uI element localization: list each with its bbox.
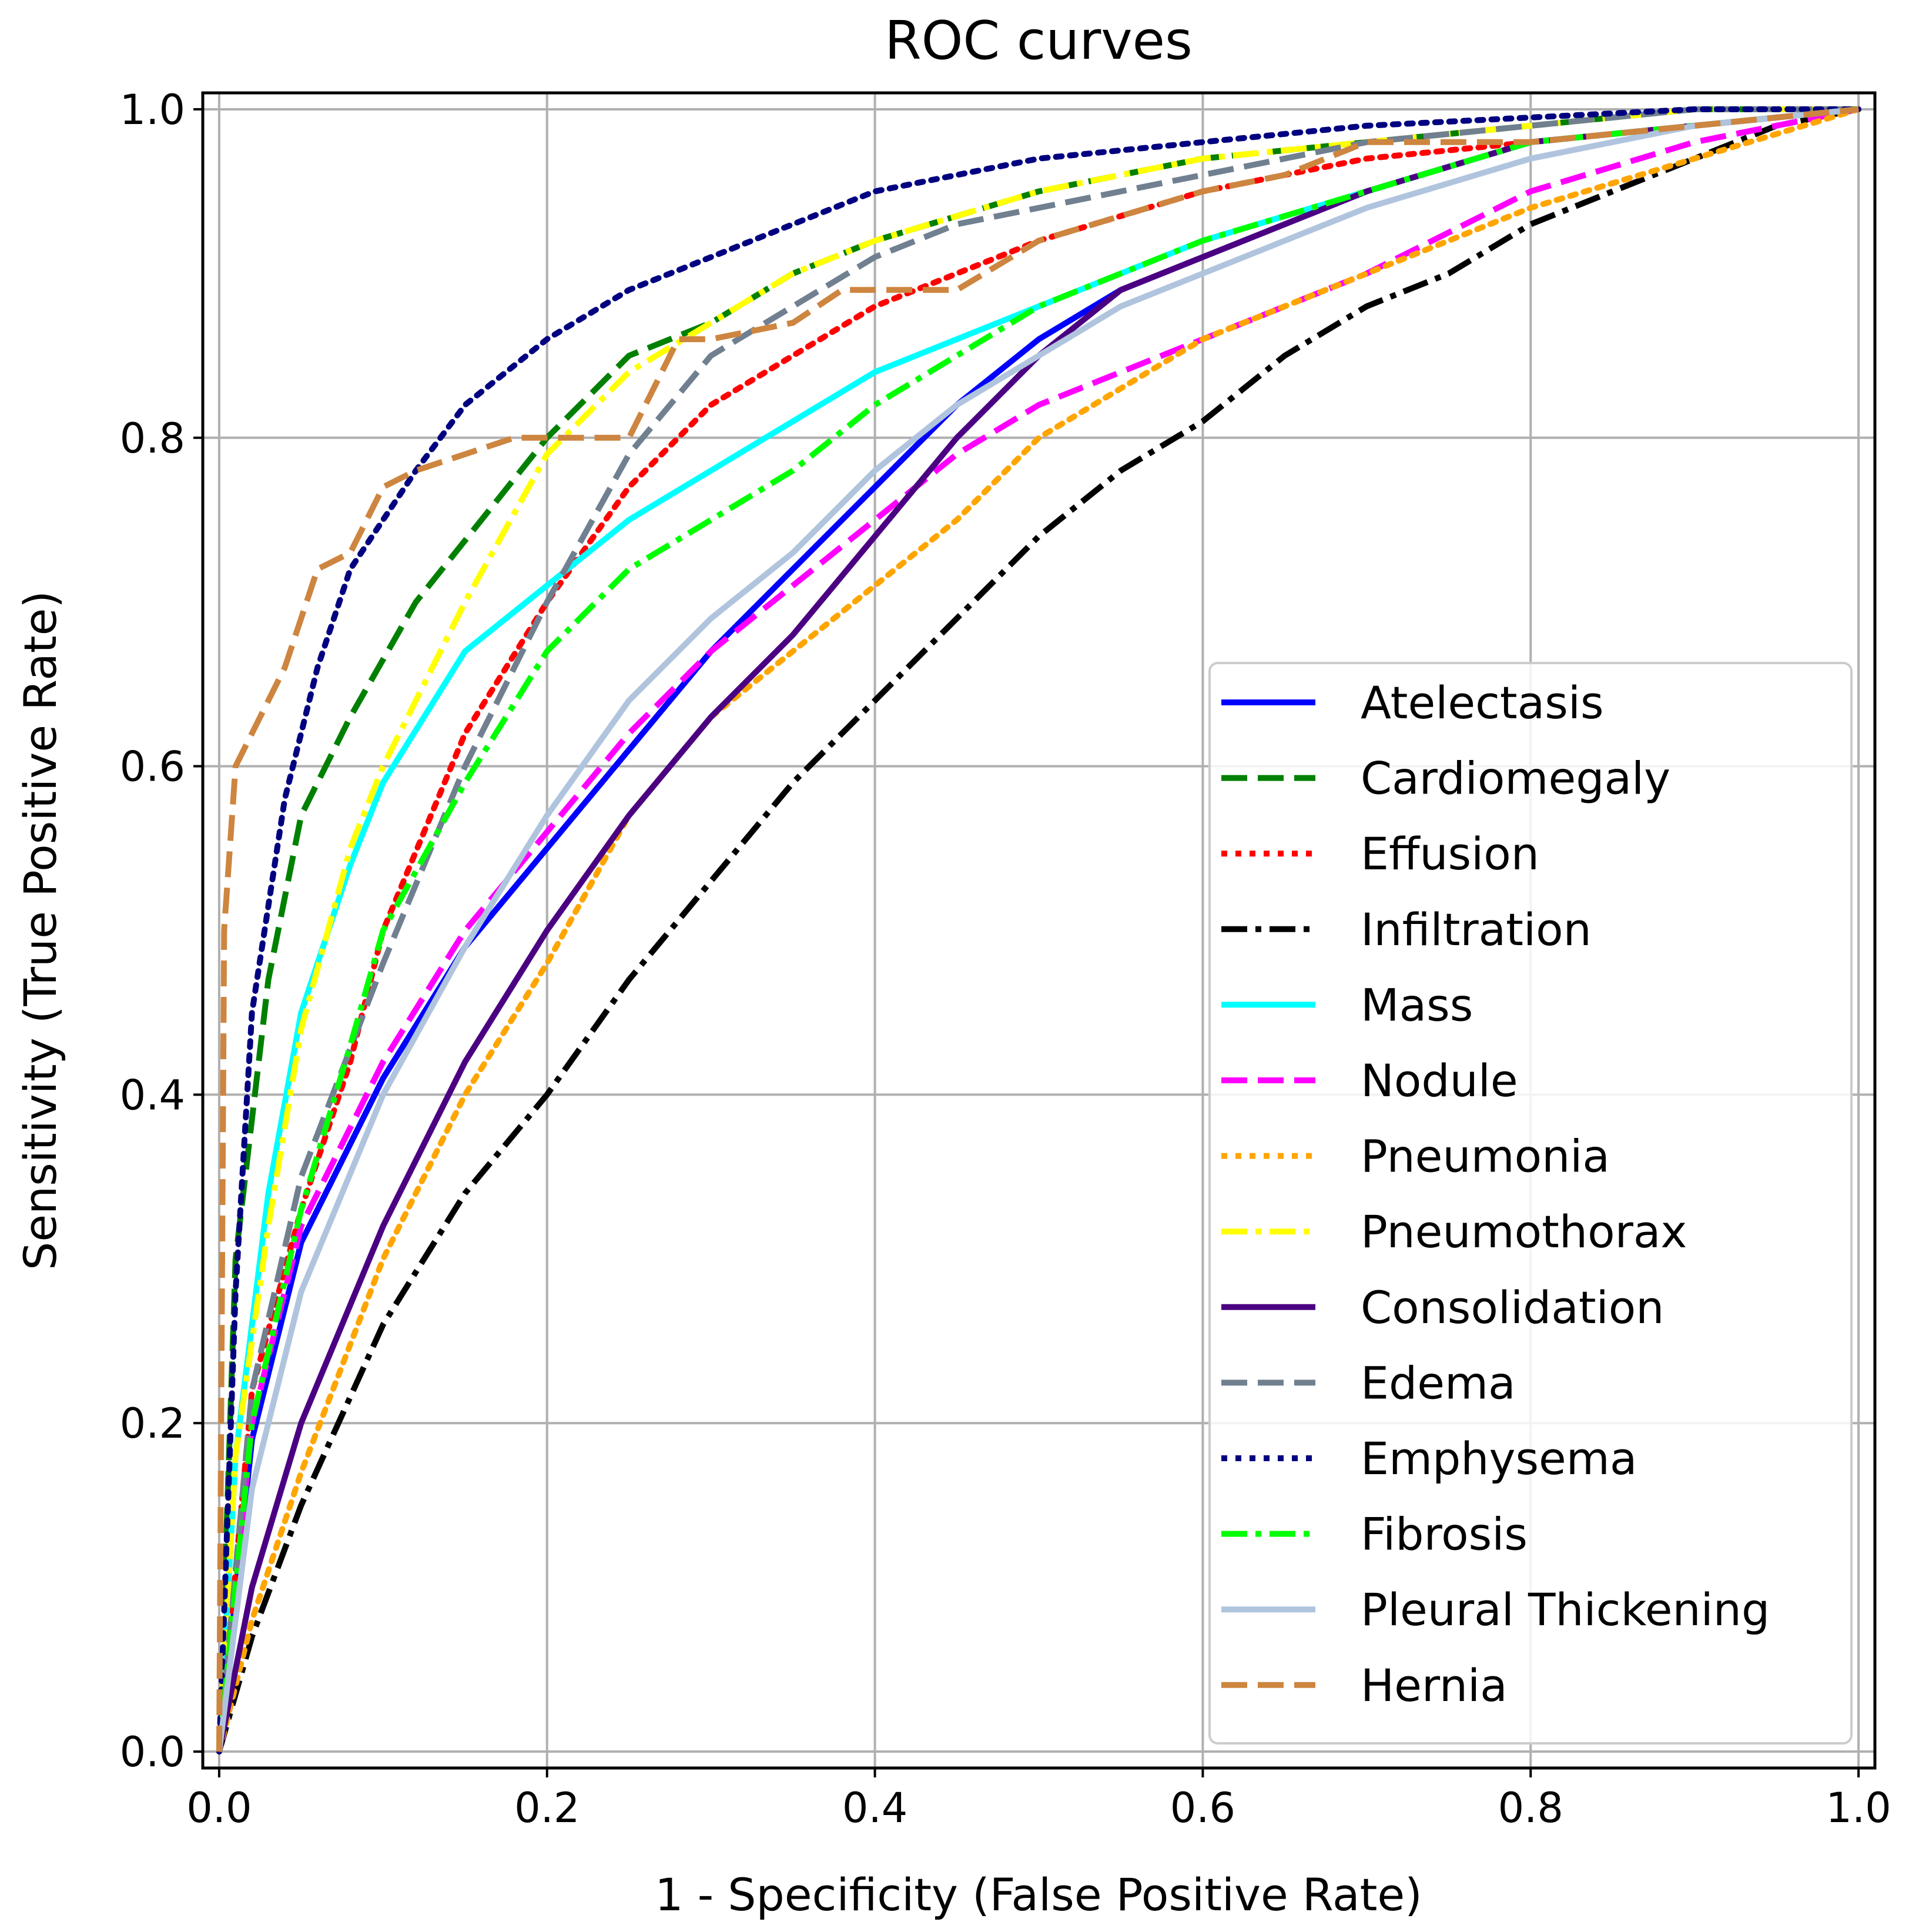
legend-label-effusion: Effusion xyxy=(1361,828,1539,880)
legend-label-fibrosis: Fibrosis xyxy=(1361,1508,1528,1561)
y-tick-label: 1.0 xyxy=(120,86,185,134)
y-axis-label: Sensitivity (True Positive Rate) xyxy=(14,591,66,1270)
legend-label-consolidation: Consolidation xyxy=(1361,1281,1664,1334)
x-tick-label: 0.4 xyxy=(842,1784,907,1832)
roc-curve-pneumonia xyxy=(216,106,1862,1755)
legend-label-hernia: Hernia xyxy=(1361,1659,1508,1712)
plot-frame xyxy=(201,91,1877,1770)
roc-curve-pleural-thickening xyxy=(216,106,1859,1752)
legend-label-nodule: Nodule xyxy=(1361,1054,1518,1107)
legend-box xyxy=(1208,662,1853,1745)
x-tick-label: 0.8 xyxy=(1498,1784,1563,1832)
legend-label-atelectasis: Atelectasis xyxy=(1361,677,1604,729)
y-tick-label: 0.4 xyxy=(120,1071,185,1119)
roc-curve-hernia xyxy=(216,106,1859,1752)
legend: Atelectasis Cardiomegaly Effusion Infiltrat… xyxy=(1208,662,1853,1745)
y-tick-label: 0.0 xyxy=(120,1728,185,1776)
legend-label-emphysema: Emphysema xyxy=(1361,1432,1637,1485)
legend-label-pleural-thickening: Pleural Thickening xyxy=(1361,1583,1770,1636)
roc-curve-emphysema xyxy=(216,106,1862,1755)
ticks: 0.0 0.2 0.4 0.6 0.8 1.0 0.0 0.2 0.4 0.6 0.8 1.0 xyxy=(120,86,1891,1832)
x-tick-label: 1.0 xyxy=(1826,1784,1891,1832)
curves xyxy=(216,106,1862,1755)
roc-curve-nodule xyxy=(216,106,1860,1752)
legend-label-mass: Mass xyxy=(1361,979,1473,1031)
x-tick-label: 0.2 xyxy=(514,1784,580,1832)
x-axis-label: 1 - Specificity (False Positive Rate) xyxy=(655,1869,1422,1921)
x-tick-label: 0.0 xyxy=(186,1784,252,1832)
legend-label-pneumothorax: Pneumothorax xyxy=(1361,1206,1687,1258)
legend-label-infiltration: Infiltration xyxy=(1361,903,1592,956)
x-tick-label: 0.6 xyxy=(1170,1784,1235,1832)
chart-title: ROC curves xyxy=(885,10,1193,72)
legend-label-edema: Edema xyxy=(1361,1357,1516,1409)
roc-curve-effusion xyxy=(216,106,1862,1755)
y-tick-label: 0.2 xyxy=(120,1399,185,1448)
roc-curve-infiltration xyxy=(216,106,1860,1753)
roc-curve-fibrosis xyxy=(216,106,1859,1752)
legend-label-cardiomegaly: Cardiomegaly xyxy=(1361,752,1670,805)
y-tick-label: 0.6 xyxy=(120,743,185,791)
y-tick-label: 0.8 xyxy=(120,414,185,463)
legend-label-pneumonia: Pneumonia xyxy=(1361,1130,1610,1183)
